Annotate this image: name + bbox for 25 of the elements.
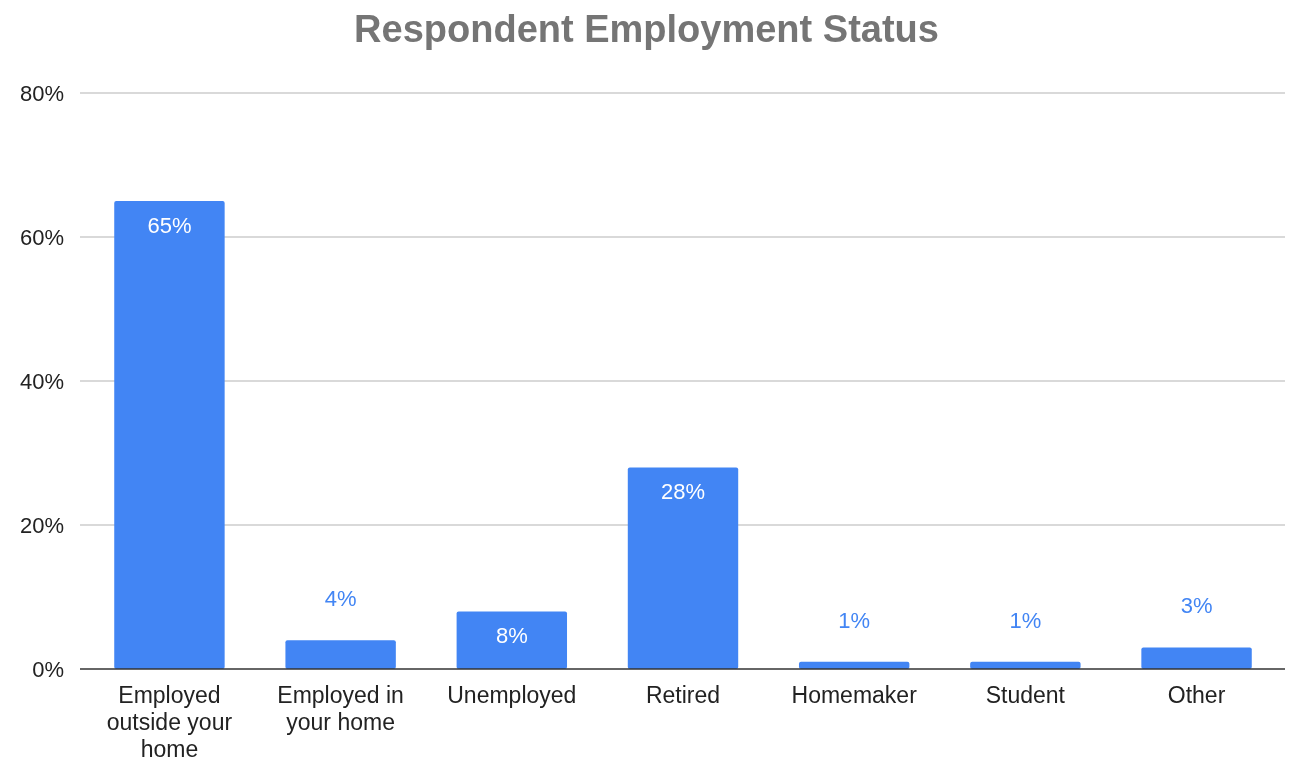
y-tick-label: 60% — [19, 224, 64, 250]
y-tick-label: 20% — [19, 512, 64, 538]
bar — [1141, 647, 1252, 669]
chart-title: Respondent Employment Status — [354, 8, 939, 50]
data-label: 8% — [495, 623, 528, 649]
y-tick-label: 0% — [32, 656, 64, 682]
data-label: 28% — [660, 479, 706, 505]
x-tick-label: Retired — [645, 682, 721, 708]
data-label: 1% — [1009, 607, 1042, 633]
bar — [285, 640, 396, 669]
x-tick-label: Employed in your home — [277, 682, 404, 735]
data-label: 65% — [147, 213, 192, 238]
y-tick-label: 40% — [19, 368, 64, 394]
y-tick-label: 80% — [19, 80, 64, 106]
bar — [114, 201, 225, 669]
data-label: 4% — [324, 586, 357, 612]
x-tick-label: Other — [1167, 682, 1226, 708]
data-label: 1% — [838, 607, 871, 633]
x-tick-label: Employed outside your home — [106, 682, 233, 762]
x-tick-label: Student — [985, 682, 1066, 708]
x-tick-label: Unemployed — [447, 682, 577, 708]
bar — [456, 611, 568, 669]
data-label: 3% — [1180, 593, 1213, 619]
bar — [627, 467, 739, 669]
x-tick-label: Homemaker — [791, 682, 918, 708]
